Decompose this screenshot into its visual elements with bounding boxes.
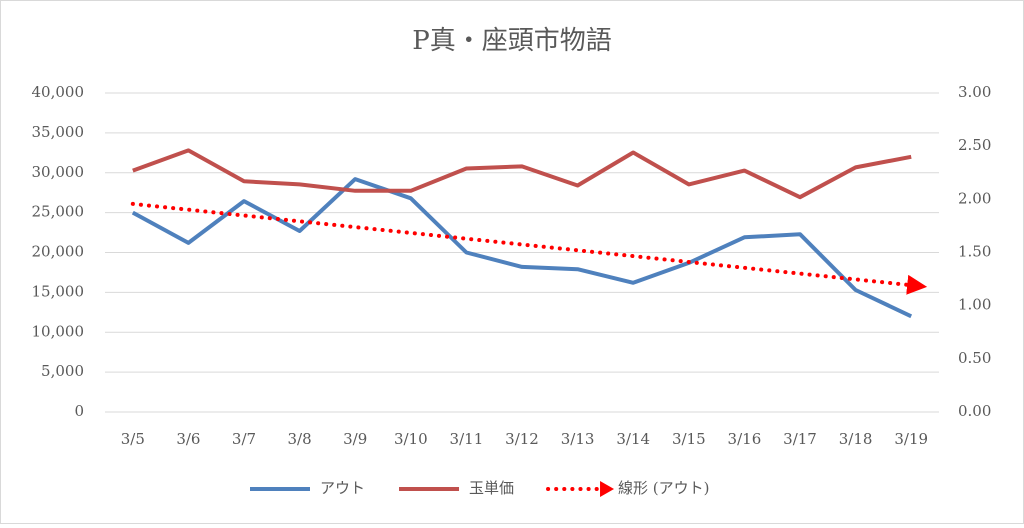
x-tick-label: 3/17 — [783, 430, 817, 448]
y2-tick-label: 2.00 — [958, 189, 991, 207]
y2-tick-label: 1.50 — [958, 243, 991, 261]
y-tick-label: 35,000 — [32, 123, 85, 141]
x-tick-label: 3/8 — [288, 430, 312, 448]
x-tick-label: 3/16 — [728, 430, 762, 448]
legend-label: アウト — [320, 479, 365, 497]
y2-tick-label: 0.00 — [958, 402, 991, 420]
x-tick-label: 3/11 — [450, 430, 484, 448]
legend-label: 玉単価 — [469, 479, 514, 497]
legend-label: 線形 (アウト) — [618, 479, 709, 497]
chart-title: P真・座頭市物語 — [412, 26, 612, 56]
y2-tick-label: 1.00 — [958, 296, 991, 314]
series-line — [132, 148, 912, 200]
y2-tick-label: 2.50 — [958, 136, 991, 154]
y-tick-label: 0 — [74, 402, 84, 420]
x-tick-label: 3/12 — [505, 430, 539, 448]
y-tick-label: 25,000 — [32, 203, 85, 221]
y-tick-label: 15,000 — [32, 282, 85, 300]
x-tick-label: 3/9 — [343, 430, 367, 448]
y-tick-label: 5,000 — [41, 362, 84, 380]
x-tick-label: 3/14 — [616, 430, 650, 448]
x-tick-label: 3/6 — [176, 430, 200, 448]
y-tick-label: 40,000 — [32, 83, 85, 101]
y2-tick-label: 3.00 — [958, 83, 991, 101]
x-tick-label: 3/10 — [394, 430, 428, 448]
x-tick-label: 3/5 — [121, 430, 145, 448]
x-tick-label: 3/18 — [839, 430, 873, 448]
y-tick-label: 30,000 — [32, 163, 85, 181]
series-line — [130, 201, 928, 295]
y-tick-label: 20,000 — [32, 243, 85, 261]
y2-tick-label: 0.50 — [958, 349, 991, 367]
series-line — [131, 177, 913, 319]
y-tick-label: 10,000 — [32, 322, 85, 340]
x-tick-label: 3/15 — [672, 430, 706, 448]
x-tick-label: 3/19 — [894, 430, 928, 448]
legend-arrow — [600, 481, 615, 497]
x-tick-label: 3/13 — [561, 430, 595, 448]
x-tick-label: 3/7 — [232, 430, 256, 448]
